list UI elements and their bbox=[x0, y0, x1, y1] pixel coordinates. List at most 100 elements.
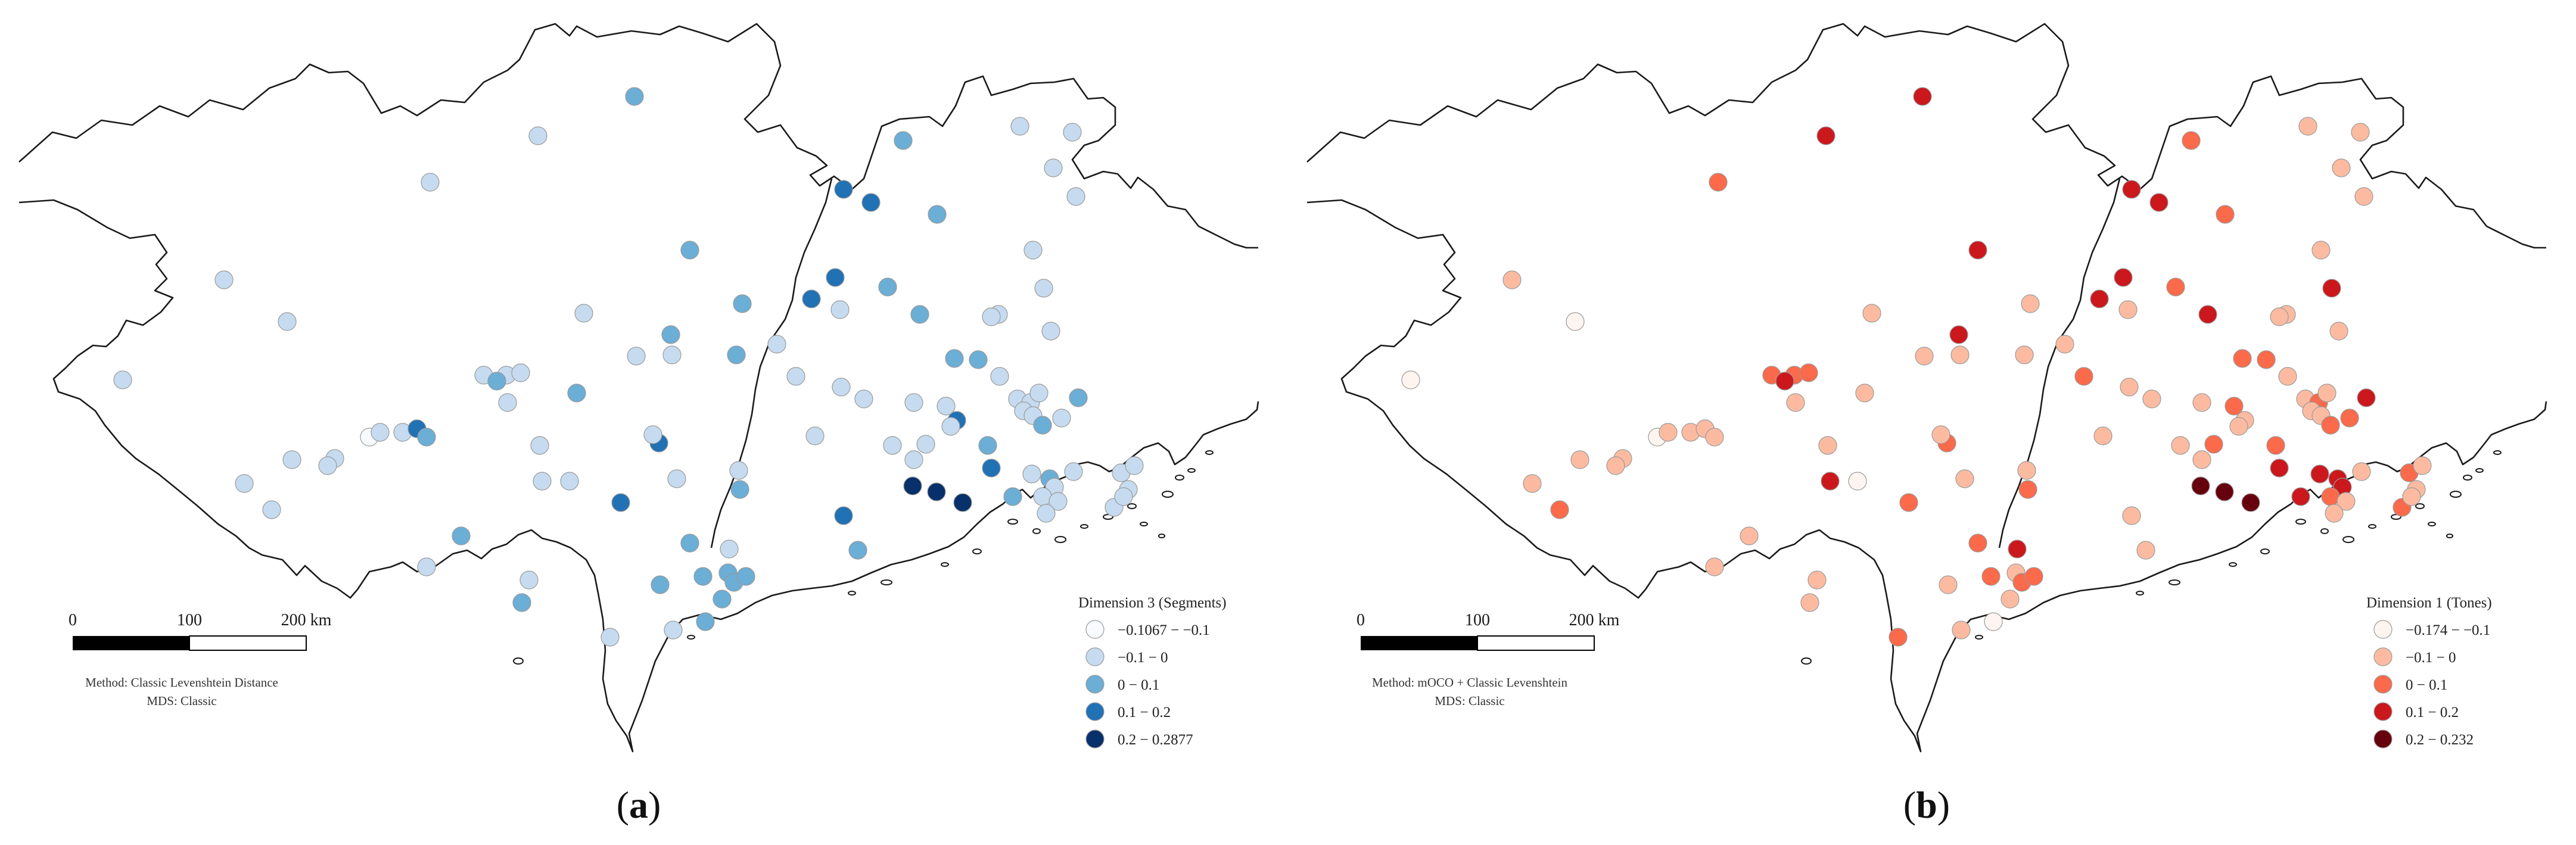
site-point bbox=[2166, 277, 2185, 297]
island bbox=[1175, 475, 1184, 481]
site-point bbox=[2074, 367, 2093, 386]
site-point bbox=[214, 270, 234, 289]
site-point bbox=[528, 126, 547, 145]
border-line bbox=[1306, 23, 2546, 249]
site-point bbox=[1033, 487, 1052, 506]
site-point bbox=[2192, 393, 2211, 412]
island bbox=[2260, 548, 2270, 554]
method-note: Method: Classic Levenshtein Distance bbox=[85, 675, 278, 690]
site-point bbox=[512, 593, 531, 612]
site-point bbox=[1899, 493, 1918, 512]
site-point bbox=[767, 335, 786, 354]
province-outline bbox=[18, 23, 1259, 753]
island bbox=[1054, 536, 1066, 543]
site-point bbox=[667, 469, 686, 488]
site-point bbox=[1705, 428, 1724, 447]
site-point bbox=[2257, 350, 2276, 369]
site-point bbox=[651, 575, 670, 594]
site-point bbox=[2120, 378, 2139, 397]
site-point bbox=[910, 305, 929, 324]
site-point bbox=[786, 367, 805, 386]
island bbox=[2136, 591, 2144, 595]
site-point bbox=[916, 435, 935, 454]
island bbox=[1187, 468, 1196, 473]
site-point bbox=[1981, 567, 2001, 586]
legend-label: −0.1067 − −0.1 bbox=[1118, 622, 1210, 638]
island bbox=[2428, 522, 2436, 526]
site-point bbox=[2352, 462, 2371, 481]
site-point bbox=[1502, 270, 1522, 289]
legend-label: 0 − 0.1 bbox=[1118, 677, 1159, 693]
site-point bbox=[883, 436, 902, 455]
legend-label: 0 − 0.1 bbox=[2406, 677, 2447, 693]
island bbox=[972, 548, 982, 554]
site-point bbox=[733, 294, 752, 313]
island bbox=[1007, 519, 1018, 525]
site-point bbox=[1915, 347, 1934, 366]
site-point bbox=[1570, 450, 1589, 469]
site-point bbox=[2270, 307, 2289, 326]
method-note: Method: mOCO + Classic Levenshtein bbox=[1372, 675, 1567, 690]
panel-letter: b bbox=[1916, 784, 1937, 826]
west-line bbox=[1306, 199, 1646, 599]
site-point bbox=[903, 476, 922, 495]
site-point bbox=[1949, 325, 1968, 344]
site-points bbox=[113, 87, 1144, 647]
site-point bbox=[1913, 87, 1932, 106]
site-point bbox=[1816, 126, 1835, 145]
province-outline bbox=[1306, 23, 2547, 753]
site-point bbox=[2357, 388, 2376, 407]
scale-label-100: 100 bbox=[1465, 611, 1490, 629]
site-point bbox=[680, 534, 699, 553]
site-point bbox=[2018, 480, 2037, 499]
site-point bbox=[927, 482, 946, 501]
legend-label: −0.174 − −0.1 bbox=[2406, 622, 2490, 638]
legend-label: 0.2 − 0.232 bbox=[2406, 732, 2474, 748]
panel-label: (a) bbox=[617, 784, 661, 826]
site-point bbox=[498, 393, 517, 412]
site-point bbox=[2017, 461, 2036, 480]
site-point bbox=[1052, 409, 1071, 428]
site-point bbox=[1550, 500, 1569, 519]
coastal-islands bbox=[513, 450, 1214, 665]
site-point bbox=[1029, 383, 1049, 403]
site-point bbox=[2337, 492, 2356, 511]
site-point bbox=[452, 526, 471, 545]
site-point bbox=[625, 87, 644, 106]
legend-label: −0.1 − 0 bbox=[2406, 650, 2456, 666]
site-point bbox=[2216, 205, 2235, 224]
legend-swatch bbox=[2373, 647, 2393, 666]
site-point bbox=[235, 474, 254, 493]
island bbox=[2415, 503, 2425, 509]
site-point bbox=[2055, 335, 2074, 354]
legend-swatch bbox=[2373, 702, 2393, 721]
site-point bbox=[2093, 426, 2113, 445]
site-point bbox=[2204, 435, 2223, 454]
site-point bbox=[113, 370, 132, 389]
site-point bbox=[826, 268, 845, 287]
site-point bbox=[693, 567, 713, 586]
island bbox=[1975, 635, 1983, 640]
site-point bbox=[371, 423, 390, 442]
legend: Dimension 1 (Tones) −0.174 − −0.1 −0.1 −… bbox=[2366, 595, 2492, 749]
site-point bbox=[2354, 187, 2373, 206]
site-point bbox=[1023, 241, 1043, 260]
site-point bbox=[730, 480, 749, 499]
legend-swatch bbox=[2373, 620, 2393, 639]
site-point bbox=[2310, 464, 2329, 484]
site-point bbox=[805, 426, 825, 445]
west-line bbox=[18, 199, 358, 599]
site-point bbox=[1049, 492, 1068, 511]
site-point bbox=[2311, 241, 2331, 260]
map-a: 0 100 200 km Method: Classic Levenshtein… bbox=[18, 23, 1259, 826]
site-point bbox=[2149, 193, 2169, 212]
site-point bbox=[2192, 450, 2211, 469]
site-point bbox=[1125, 456, 1144, 475]
site-point bbox=[1800, 593, 1819, 612]
site-point bbox=[736, 567, 755, 586]
site-point bbox=[574, 304, 593, 323]
island bbox=[1080, 524, 1088, 529]
river-line bbox=[1998, 178, 2121, 548]
site-point bbox=[1862, 304, 1881, 323]
site-point bbox=[2136, 541, 2155, 560]
